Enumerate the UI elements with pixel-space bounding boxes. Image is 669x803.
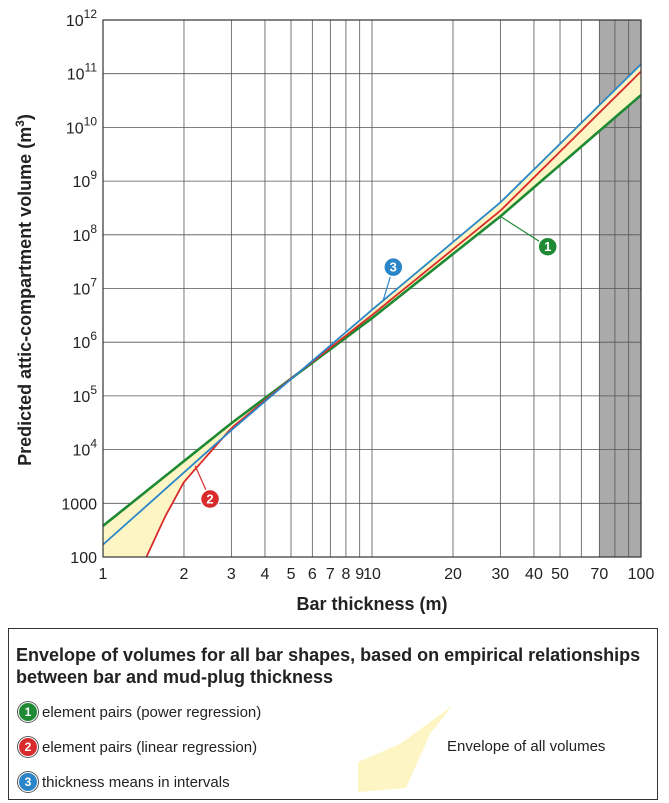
annotations: 1 2 3 xyxy=(194,215,558,510)
y-tick-label: 1000 xyxy=(61,496,97,513)
envelope-swatch xyxy=(358,706,452,792)
x-tick-label: 6 xyxy=(308,566,317,583)
y-axis-title-sup: 3 xyxy=(13,120,27,127)
y-tick-label: 107 xyxy=(73,276,98,299)
y-axis-title-main: Predicted attic-compartment volume (m xyxy=(15,127,35,466)
plot-frame xyxy=(102,19,642,558)
badge-3-icon: 3 xyxy=(18,772,38,792)
y-tick-labels: 100 1000 104 105 106 107 108 109 1010 1011 1012 xyxy=(61,7,97,567)
x-tick-label: 2 xyxy=(180,566,189,583)
legend-label-power-regression: element pairs (power regression) xyxy=(42,703,262,721)
y-tick-label: 105 xyxy=(73,383,98,406)
annotation-badge-2 xyxy=(199,488,221,510)
x-tick-label: 20 xyxy=(444,566,462,583)
x-tick-label: 5 xyxy=(287,566,296,583)
y-tick-label: 1012 xyxy=(66,7,97,30)
x-tick-label: 7 xyxy=(326,566,335,583)
y-tick-label: 109 xyxy=(73,168,98,191)
legend-label-thickness-means: thickness means in intervals xyxy=(42,773,230,791)
x-tick-label: 1 xyxy=(99,566,108,583)
series-line-3 xyxy=(102,63,642,546)
legend-item-linear-regression: 2 element pairs (linear regression) xyxy=(18,737,257,757)
x-tick-label: 3 xyxy=(227,566,236,583)
x-tick-label: 8 xyxy=(341,566,350,583)
annotation-label-3: 3 xyxy=(390,260,397,275)
y-tick-label: 100 xyxy=(70,550,97,567)
series-layer xyxy=(102,63,642,558)
badge-1-icon: 1 xyxy=(18,702,38,722)
legend-box xyxy=(8,628,658,800)
y-tick-label: 1011 xyxy=(67,61,98,84)
legend-label-linear-regression: element pairs (linear regression) xyxy=(42,738,258,756)
y-tick-label: 108 xyxy=(73,222,98,245)
legend-item-power-regression: 1 element pairs (power regression) xyxy=(18,702,261,722)
envelope-label: Envelope of all volumes xyxy=(447,738,606,755)
y-tick-label: 106 xyxy=(73,329,98,352)
chart: 1 2 3 4 5 6 7 8 910 20 30 40 50 70 100 100100010410510… xyxy=(13,7,655,614)
y-axis-title-close: ) xyxy=(15,114,35,120)
grid xyxy=(103,20,641,557)
x-tick-label: 100 xyxy=(628,566,655,583)
y-tick-label: 1010 xyxy=(66,114,97,137)
annotation-badge-1 xyxy=(537,236,558,257)
series-line-1 xyxy=(102,94,642,527)
legend-item-thickness-means: 3 thickness means in intervals xyxy=(18,772,230,792)
annotation-label-1: 1 xyxy=(544,239,551,254)
annotation-badge-3 xyxy=(383,256,404,278)
x-tick-label: 70 xyxy=(590,566,608,583)
x-axis-title: Bar thickness (m) xyxy=(296,594,447,614)
x-tick-label: 30 xyxy=(491,566,509,583)
x-tick-labels: 1 2 3 4 5 6 7 8 910 20 30 40 50 70 100 xyxy=(99,566,655,583)
x-tick-label: 50 xyxy=(551,566,569,583)
x-tick-label: 10 xyxy=(363,566,381,583)
y-tick-label: 104 xyxy=(73,437,98,460)
badge-2-icon: 2 xyxy=(18,737,38,757)
annotation-label-2: 2 xyxy=(206,492,213,507)
x-tick-label: 40 xyxy=(525,566,543,583)
x-tick-label: 9 xyxy=(355,566,364,583)
legend-title: Envelope of volumes for all bar shapes, … xyxy=(16,645,641,687)
x-tick-label: 4 xyxy=(261,566,270,583)
y-axis-title: Predicted attic-compartment volume (m3) xyxy=(13,114,35,466)
